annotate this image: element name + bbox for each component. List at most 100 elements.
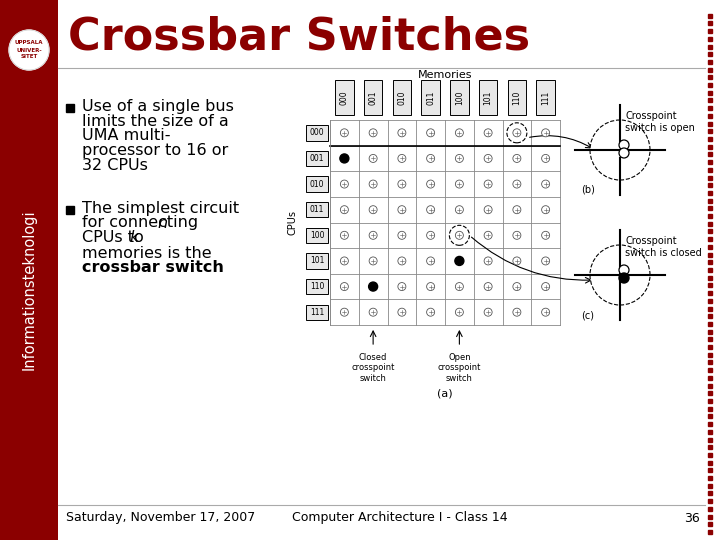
Circle shape	[590, 120, 650, 180]
Text: Informationsteknologi: Informationsteknologi	[22, 210, 37, 370]
Circle shape	[541, 154, 549, 163]
Text: 101: 101	[484, 90, 492, 105]
Text: 110: 110	[310, 282, 324, 291]
Circle shape	[398, 257, 406, 265]
Text: crossbar switch: crossbar switch	[82, 260, 224, 275]
Circle shape	[341, 282, 348, 291]
Circle shape	[619, 265, 629, 275]
Text: processor to 16 or: processor to 16 or	[82, 144, 228, 159]
Circle shape	[427, 308, 435, 316]
Text: 111: 111	[310, 308, 324, 316]
Bar	[306, 253, 328, 268]
Bar	[306, 228, 328, 243]
Circle shape	[513, 231, 521, 239]
Text: k: k	[129, 231, 138, 246]
Bar	[306, 151, 328, 166]
Text: 010: 010	[310, 180, 324, 188]
Text: 000: 000	[310, 129, 324, 137]
Circle shape	[484, 206, 492, 214]
Circle shape	[513, 206, 521, 214]
Circle shape	[427, 154, 435, 163]
Text: 111: 111	[541, 90, 550, 105]
Circle shape	[427, 282, 435, 291]
Circle shape	[484, 231, 492, 239]
Text: The simplest circuit: The simplest circuit	[82, 200, 239, 215]
Circle shape	[398, 282, 406, 291]
Text: CPUs to: CPUs to	[82, 231, 149, 246]
Text: Crosspoint
switch is open: Crosspoint switch is open	[625, 111, 695, 133]
Text: 011: 011	[426, 90, 435, 105]
Text: Crosspoint
switch is closed: Crosspoint switch is closed	[625, 236, 702, 258]
Circle shape	[427, 129, 435, 137]
Circle shape	[369, 180, 377, 188]
Circle shape	[427, 180, 435, 188]
Text: (b): (b)	[581, 185, 595, 195]
Circle shape	[398, 129, 406, 137]
Circle shape	[513, 282, 521, 291]
Circle shape	[513, 180, 521, 188]
Bar	[335, 80, 354, 115]
Text: 010: 010	[397, 90, 406, 105]
Circle shape	[455, 180, 464, 188]
Text: (a): (a)	[437, 388, 453, 398]
Circle shape	[341, 180, 348, 188]
Bar	[306, 125, 328, 140]
Circle shape	[455, 282, 464, 291]
Circle shape	[9, 30, 49, 70]
Circle shape	[455, 206, 464, 214]
Text: 101: 101	[310, 256, 324, 266]
Circle shape	[369, 231, 377, 239]
Text: SITET: SITET	[20, 55, 37, 59]
Text: 100: 100	[455, 90, 464, 105]
Text: limits the size of a: limits the size of a	[82, 113, 229, 129]
Circle shape	[541, 282, 549, 291]
Bar	[306, 279, 328, 294]
Circle shape	[427, 231, 435, 239]
Circle shape	[484, 257, 492, 265]
Text: (c): (c)	[582, 310, 595, 320]
Circle shape	[484, 180, 492, 188]
Bar	[421, 80, 440, 115]
Circle shape	[398, 180, 406, 188]
Circle shape	[455, 308, 464, 316]
Text: 32 CPUs: 32 CPUs	[82, 159, 148, 173]
Circle shape	[369, 129, 377, 137]
Circle shape	[513, 154, 521, 163]
Circle shape	[513, 257, 521, 265]
Circle shape	[619, 273, 629, 283]
Text: 001: 001	[310, 154, 324, 163]
Text: Use of a single bus: Use of a single bus	[82, 98, 234, 113]
Circle shape	[341, 206, 348, 214]
Circle shape	[455, 231, 464, 239]
Text: Computer Architecture I - Class 14: Computer Architecture I - Class 14	[292, 511, 508, 524]
Text: for connecting: for connecting	[82, 215, 203, 231]
Circle shape	[484, 282, 492, 291]
Circle shape	[341, 257, 348, 265]
Text: UPPSALA: UPPSALA	[14, 40, 43, 45]
Text: memories is the: memories is the	[82, 246, 212, 260]
Bar	[508, 80, 526, 115]
Circle shape	[541, 308, 549, 316]
Bar	[306, 177, 328, 192]
Circle shape	[455, 256, 464, 266]
Text: 100: 100	[310, 231, 324, 240]
Circle shape	[369, 206, 377, 214]
Text: 36: 36	[684, 511, 700, 524]
Bar	[306, 202, 328, 218]
Circle shape	[398, 154, 406, 163]
Circle shape	[427, 257, 435, 265]
Circle shape	[541, 231, 549, 239]
Text: UNIVER-: UNIVER-	[16, 48, 42, 52]
Text: Open
crosspoint
switch: Open crosspoint switch	[438, 353, 481, 383]
Circle shape	[398, 308, 406, 316]
Circle shape	[369, 257, 377, 265]
Circle shape	[369, 282, 377, 291]
Text: UMA multi-: UMA multi-	[82, 129, 171, 144]
Bar	[392, 80, 411, 115]
Circle shape	[369, 308, 377, 316]
Circle shape	[369, 154, 377, 163]
Text: Saturday, November 17, 2007: Saturday, November 17, 2007	[66, 511, 256, 524]
Bar	[0, 0, 58, 540]
Circle shape	[341, 308, 348, 316]
Circle shape	[484, 129, 492, 137]
